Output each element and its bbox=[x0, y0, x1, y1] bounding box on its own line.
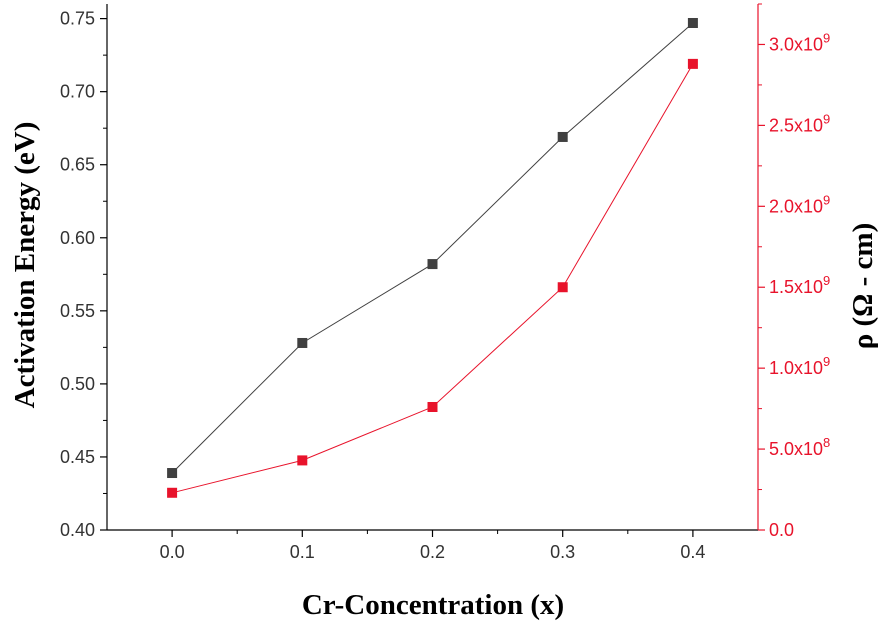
activation-energy-point bbox=[297, 337, 308, 348]
left-y-tick-label: 0.75 bbox=[60, 9, 95, 29]
left-y-tick-label: 0.60 bbox=[60, 228, 95, 248]
right-y-tick-label: 3.0x109 bbox=[769, 30, 830, 54]
resistivity-point bbox=[427, 401, 438, 412]
resistivity-series-line bbox=[171, 63, 694, 494]
x-axis-title: Cr-Concentration (x) bbox=[302, 589, 564, 621]
left-y-tick-label: 0.40 bbox=[60, 520, 95, 540]
left-y-tick-label: 0.65 bbox=[60, 155, 95, 175]
activation-energy-point bbox=[427, 259, 438, 270]
left-y-tick-label: 0.70 bbox=[60, 82, 95, 102]
x-tick-label: 0.3 bbox=[550, 542, 575, 562]
activation-energy-point bbox=[557, 131, 568, 142]
left-y-axis-title: Activation Energy (eV) bbox=[9, 122, 41, 409]
right-y-tick-label: 5.0x108 bbox=[769, 435, 830, 459]
right-y-tick-label: 2.5x109 bbox=[769, 111, 830, 135]
resistivity-point bbox=[687, 58, 698, 69]
resistivity-point bbox=[557, 282, 568, 293]
right-y-tick-label: 1.0x109 bbox=[769, 354, 830, 378]
right-y-tick-label: 1.5x109 bbox=[769, 273, 830, 297]
resistivity-point bbox=[297, 455, 308, 466]
right-y-tick-label: 2.0x109 bbox=[769, 192, 830, 216]
x-tick-label: 0.4 bbox=[680, 542, 705, 562]
left-y-tick-label: 0.55 bbox=[60, 301, 95, 321]
left-y-tick-label: 0.50 bbox=[60, 374, 95, 394]
x-tick-label: 0.1 bbox=[290, 542, 315, 562]
plot-area: 0.0 0.1 0.2 0.3 0.4 0.40 0.45 0.50 0.55 0.60 0.65 0… bbox=[60, 3, 830, 562]
right-y-tick-label: 0.0 bbox=[769, 520, 794, 540]
right-y-axis-title: ρ (Ω - cm) bbox=[847, 223, 879, 350]
x-tick-label: 0.0 bbox=[160, 542, 185, 562]
resistivity-point bbox=[167, 487, 178, 498]
left-y-tick-label: 0.45 bbox=[60, 447, 95, 467]
activation-energy-point bbox=[167, 468, 178, 479]
x-tick-label: 0.2 bbox=[420, 542, 445, 562]
activation-energy-point bbox=[687, 17, 698, 28]
